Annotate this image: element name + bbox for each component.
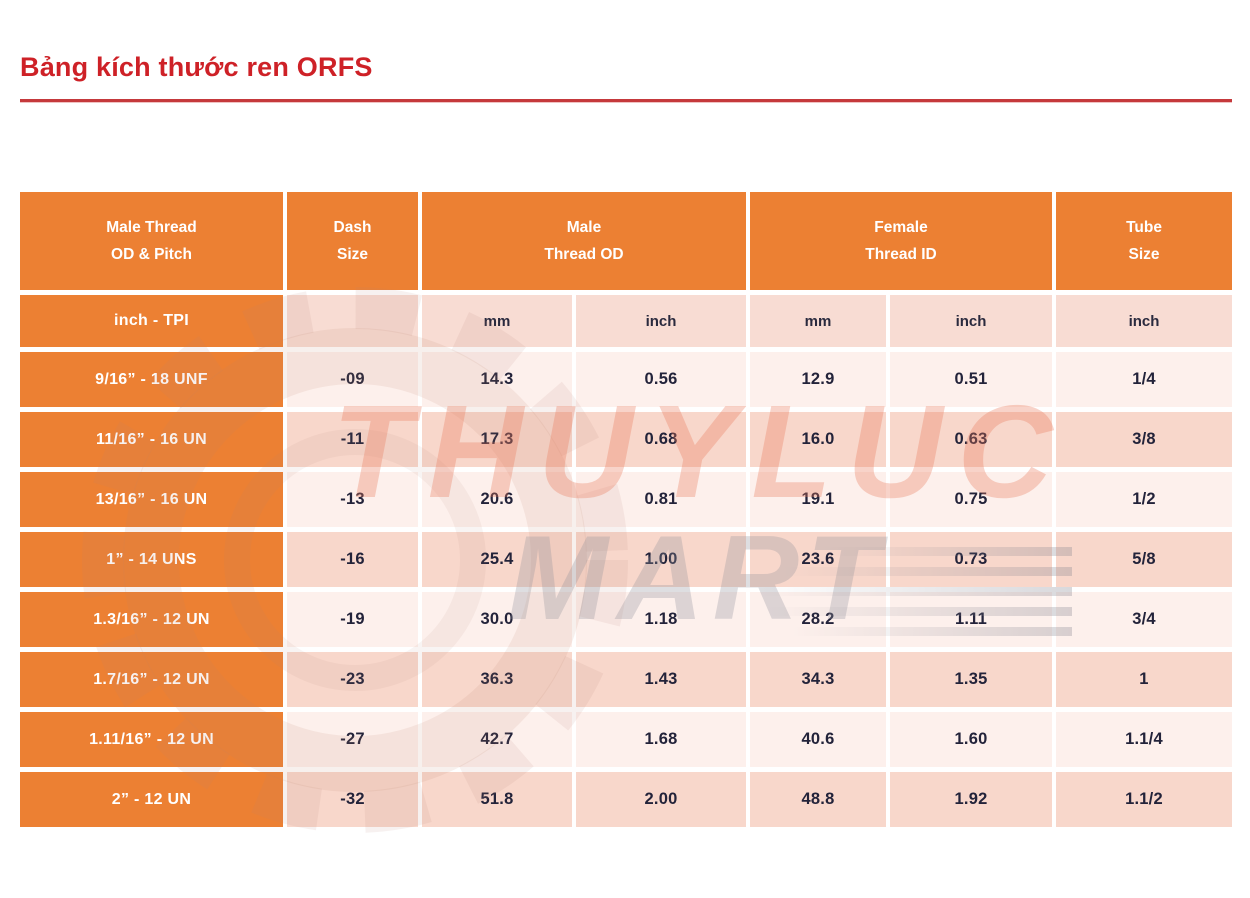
header-line: Male xyxy=(566,219,602,237)
subheader-dash-blank xyxy=(287,295,418,347)
dash-size-cell: -27 xyxy=(287,712,418,767)
tube-size-cell: 3/8 xyxy=(1056,412,1232,467)
header-line: Dash xyxy=(333,219,372,237)
male-mm-cell: 36.3 xyxy=(422,652,572,707)
dash-size-cell: -23 xyxy=(287,652,418,707)
thread-label-cell: 11/16” - 16 UN xyxy=(20,412,283,467)
dash-size-cell: -19 xyxy=(287,592,418,647)
male-mm-cell: 20.6 xyxy=(422,472,572,527)
male-inch-cell: 1.68 xyxy=(576,712,746,767)
thread-label-cell: 2” - 12 UN xyxy=(20,772,283,827)
female-mm-cell: 23.6 xyxy=(750,532,886,587)
male-mm-cell: 51.8 xyxy=(422,772,572,827)
header-thread-od-pitch: Male Thread OD & Pitch xyxy=(20,192,283,290)
female-inch-cell: 1.92 xyxy=(890,772,1052,827)
female-inch-cell: 0.75 xyxy=(890,472,1052,527)
male-inch-cell: 1.43 xyxy=(576,652,746,707)
female-mm-cell: 16.0 xyxy=(750,412,886,467)
male-mm-cell: 14.3 xyxy=(422,352,572,407)
dash-size-cell: -09 xyxy=(287,352,418,407)
male-mm-cell: 42.7 xyxy=(422,712,572,767)
female-mm-cell: 19.1 xyxy=(750,472,886,527)
thread-label-cell: 1” - 14 UNS xyxy=(20,532,283,587)
male-inch-cell: 0.56 xyxy=(576,352,746,407)
tube-size-cell: 1.1/2 xyxy=(1056,772,1232,827)
female-mm-cell: 40.6 xyxy=(750,712,886,767)
female-inch-cell: 0.51 xyxy=(890,352,1052,407)
female-mm-cell: 48.8 xyxy=(750,772,886,827)
female-mm-cell: 34.3 xyxy=(750,652,886,707)
subheader-female-mm: mm xyxy=(750,295,886,347)
thread-label-cell: 1.11/16” - 12 UN xyxy=(20,712,283,767)
dash-size-cell: -11 xyxy=(287,412,418,467)
header-line: Thread ID xyxy=(865,245,937,263)
dash-size-cell: -32 xyxy=(287,772,418,827)
orfs-size-table: Male Thread OD & Pitch Dash Size Male Th… xyxy=(20,192,1232,827)
male-inch-cell: 0.81 xyxy=(576,472,746,527)
dash-size-cell: -16 xyxy=(287,532,418,587)
thread-label-cell: 13/16” - 16 UN xyxy=(20,472,283,527)
male-mm-cell: 17.3 xyxy=(422,412,572,467)
male-inch-cell: 0.68 xyxy=(576,412,746,467)
header-female-thread-id: Female Thread ID xyxy=(750,192,1052,290)
page-title: Bảng kích thước ren ORFS xyxy=(20,52,373,82)
header-line: OD & Pitch xyxy=(111,245,192,263)
male-inch-cell: 1.00 xyxy=(576,532,746,587)
title-underline xyxy=(20,99,1232,102)
header-dash-size: Dash Size xyxy=(287,192,418,290)
male-mm-cell: 30.0 xyxy=(422,592,572,647)
female-mm-cell: 28.2 xyxy=(750,592,886,647)
subheader-female-inch: inch xyxy=(890,295,1052,347)
header-tube-size: Tube Size xyxy=(1056,192,1232,290)
female-inch-cell: 1.11 xyxy=(890,592,1052,647)
header-male-thread-od: Male Thread OD xyxy=(422,192,746,290)
subheader-male-mm: mm xyxy=(422,295,572,347)
thread-label-cell: 1.7/16” - 12 UN xyxy=(20,652,283,707)
female-inch-cell: 1.35 xyxy=(890,652,1052,707)
subheader-tube-inch: inch xyxy=(1056,295,1232,347)
female-inch-cell: 0.73 xyxy=(890,532,1052,587)
tube-size-cell: 1 xyxy=(1056,652,1232,707)
header-line: Female xyxy=(874,219,928,237)
female-mm-cell: 12.9 xyxy=(750,352,886,407)
tube-size-cell: 5/8 xyxy=(1056,532,1232,587)
tube-size-cell: 1.1/4 xyxy=(1056,712,1232,767)
header-line: Size xyxy=(1128,245,1160,263)
tube-size-cell: 1/2 xyxy=(1056,472,1232,527)
male-inch-cell: 2.00 xyxy=(576,772,746,827)
female-inch-cell: 0.63 xyxy=(890,412,1052,467)
female-inch-cell: 1.60 xyxy=(890,712,1052,767)
tube-size-cell: 3/4 xyxy=(1056,592,1232,647)
male-inch-cell: 1.18 xyxy=(576,592,746,647)
dash-size-cell: -13 xyxy=(287,472,418,527)
header-line: Thread OD xyxy=(544,245,624,263)
tube-size-cell: 1/4 xyxy=(1056,352,1232,407)
header-line: Size xyxy=(336,245,368,263)
thread-label-cell: 1.3/16” - 12 UN xyxy=(20,592,283,647)
thread-label-cell: 9/16” - 18 UNF xyxy=(20,352,283,407)
male-mm-cell: 25.4 xyxy=(422,532,572,587)
header-line: Tube xyxy=(1126,219,1162,237)
subheader-male-inch: inch xyxy=(576,295,746,347)
subheader-inch-tpi: inch - TPI xyxy=(20,295,283,347)
header-line: Male Thread xyxy=(106,219,197,237)
